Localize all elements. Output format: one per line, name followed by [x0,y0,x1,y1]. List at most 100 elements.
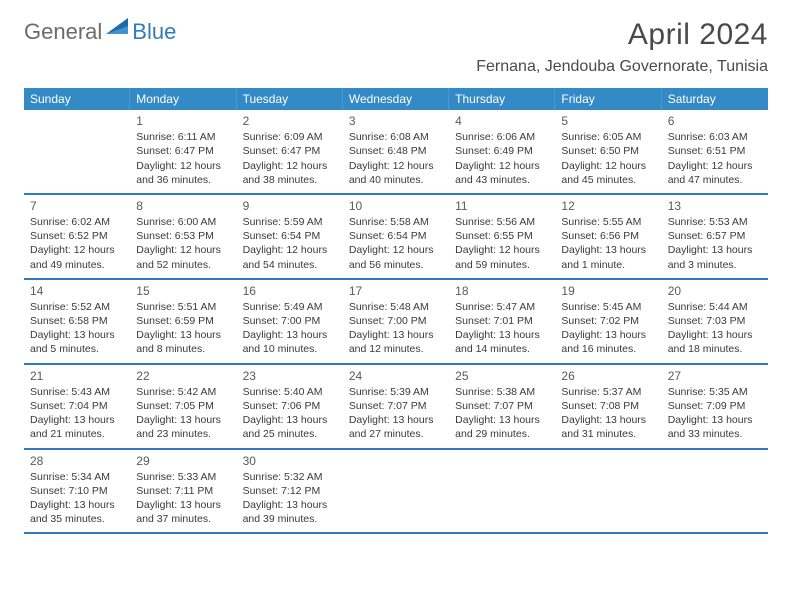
daylight-line: Daylight: 13 hours and 37 minutes. [136,498,230,526]
daylight-line: Daylight: 13 hours and 8 minutes. [136,328,230,356]
day-number: 21 [30,368,124,384]
daylight-line: Daylight: 13 hours and 3 minutes. [668,243,762,271]
day-cell-24: 24Sunrise: 5:39 AMSunset: 7:07 PMDayligh… [343,365,449,448]
sunrise-line: Sunrise: 5:39 AM [349,385,443,399]
day-cell-25: 25Sunrise: 5:38 AMSunset: 7:07 PMDayligh… [449,365,555,448]
sunset-line: Sunset: 6:54 PM [349,229,443,243]
day-number: 25 [455,368,549,384]
location-subtitle: Fernana, Jendouba Governorate, Tunisia [476,58,768,76]
sunrise-line: Sunrise: 5:42 AM [136,385,230,399]
day-number: 14 [30,283,124,299]
calendar: SundayMondayTuesdayWednesdayThursdayFrid… [24,88,768,534]
sunrise-line: Sunrise: 5:55 AM [561,215,655,229]
sunset-line: Sunset: 6:49 PM [455,144,549,158]
day-cell-10: 10Sunrise: 5:58 AMSunset: 6:54 PMDayligh… [343,195,449,278]
weeks-container: 1Sunrise: 6:11 AMSunset: 6:47 PMDaylight… [24,110,768,534]
daylight-line: Daylight: 12 hours and 56 minutes. [349,243,443,271]
daylight-line: Daylight: 12 hours and 36 minutes. [136,159,230,187]
day-number: 27 [668,368,762,384]
header-row: General Blue April 2024 Fernana, Jendoub… [24,18,768,76]
sunrise-line: Sunrise: 6:11 AM [136,130,230,144]
day-cell-30: 30Sunrise: 5:32 AMSunset: 7:12 PMDayligh… [237,450,343,533]
day-cell-8: 8Sunrise: 6:00 AMSunset: 6:53 PMDaylight… [130,195,236,278]
sunset-line: Sunset: 7:02 PM [561,314,655,328]
weekday-wednesday: Wednesday [343,88,449,110]
daylight-line: Daylight: 12 hours and 47 minutes. [668,159,762,187]
week-row: 1Sunrise: 6:11 AMSunset: 6:47 PMDaylight… [24,110,768,195]
sunrise-line: Sunrise: 5:35 AM [668,385,762,399]
day-number: 20 [668,283,762,299]
daylight-line: Daylight: 13 hours and 18 minutes. [668,328,762,356]
empty-cell [343,450,449,533]
sunset-line: Sunset: 6:48 PM [349,144,443,158]
sunset-line: Sunset: 6:53 PM [136,229,230,243]
day-cell-28: 28Sunrise: 5:34 AMSunset: 7:10 PMDayligh… [24,450,130,533]
day-cell-4: 4Sunrise: 6:06 AMSunset: 6:49 PMDaylight… [449,110,555,193]
day-number: 6 [668,113,762,129]
sunset-line: Sunset: 6:47 PM [243,144,337,158]
empty-cell [662,450,768,533]
daylight-line: Daylight: 12 hours and 49 minutes. [30,243,124,271]
day-cell-1: 1Sunrise: 6:11 AMSunset: 6:47 PMDaylight… [130,110,236,193]
day-number: 26 [561,368,655,384]
sunrise-line: Sunrise: 6:00 AM [136,215,230,229]
daylight-line: Daylight: 12 hours and 52 minutes. [136,243,230,271]
day-cell-12: 12Sunrise: 5:55 AMSunset: 6:56 PMDayligh… [555,195,661,278]
sunrise-line: Sunrise: 5:56 AM [455,215,549,229]
day-number: 13 [668,198,762,214]
sunrise-line: Sunrise: 5:58 AM [349,215,443,229]
weekday-tuesday: Tuesday [237,88,343,110]
sunrise-line: Sunrise: 5:52 AM [30,300,124,314]
sunset-line: Sunset: 6:54 PM [243,229,337,243]
weekday-saturday: Saturday [662,88,768,110]
brand-logo: General Blue [24,18,176,46]
daylight-line: Daylight: 12 hours and 45 minutes. [561,159,655,187]
daylight-line: Daylight: 13 hours and 21 minutes. [30,413,124,441]
sunset-line: Sunset: 6:59 PM [136,314,230,328]
day-cell-6: 6Sunrise: 6:03 AMSunset: 6:51 PMDaylight… [662,110,768,193]
sunset-line: Sunset: 6:55 PM [455,229,549,243]
sunrise-line: Sunrise: 5:43 AM [30,385,124,399]
daylight-line: Daylight: 13 hours and 35 minutes. [30,498,124,526]
sunset-line: Sunset: 7:05 PM [136,399,230,413]
daylight-line: Daylight: 12 hours and 43 minutes. [455,159,549,187]
sunrise-line: Sunrise: 6:09 AM [243,130,337,144]
day-cell-26: 26Sunrise: 5:37 AMSunset: 7:08 PMDayligh… [555,365,661,448]
month-title: April 2024 [476,18,768,52]
day-number: 5 [561,113,655,129]
empty-cell [555,450,661,533]
sunrise-line: Sunrise: 6:03 AM [668,130,762,144]
day-cell-27: 27Sunrise: 5:35 AMSunset: 7:09 PMDayligh… [662,365,768,448]
day-cell-19: 19Sunrise: 5:45 AMSunset: 7:02 PMDayligh… [555,280,661,363]
sunset-line: Sunset: 7:00 PM [349,314,443,328]
daylight-line: Daylight: 12 hours and 38 minutes. [243,159,337,187]
day-cell-16: 16Sunrise: 5:49 AMSunset: 7:00 PMDayligh… [237,280,343,363]
day-number: 23 [243,368,337,384]
empty-cell [449,450,555,533]
sunrise-line: Sunrise: 5:34 AM [30,470,124,484]
sunset-line: Sunset: 7:01 PM [455,314,549,328]
sunset-line: Sunset: 7:11 PM [136,484,230,498]
daylight-line: Daylight: 13 hours and 5 minutes. [30,328,124,356]
day-number: 22 [136,368,230,384]
daylight-line: Daylight: 13 hours and 1 minute. [561,243,655,271]
day-cell-3: 3Sunrise: 6:08 AMSunset: 6:48 PMDaylight… [343,110,449,193]
day-number: 3 [349,113,443,129]
day-number: 18 [455,283,549,299]
sunset-line: Sunset: 7:03 PM [668,314,762,328]
daylight-line: Daylight: 13 hours and 16 minutes. [561,328,655,356]
sunset-line: Sunset: 7:00 PM [243,314,337,328]
title-block: April 2024 Fernana, Jendouba Governorate… [476,18,768,76]
sunset-line: Sunset: 7:04 PM [30,399,124,413]
sunrise-line: Sunrise: 6:02 AM [30,215,124,229]
sunset-line: Sunset: 6:57 PM [668,229,762,243]
sunrise-line: Sunrise: 6:05 AM [561,130,655,144]
day-number: 2 [243,113,337,129]
day-cell-9: 9Sunrise: 5:59 AMSunset: 6:54 PMDaylight… [237,195,343,278]
day-number: 29 [136,453,230,469]
day-cell-18: 18Sunrise: 5:47 AMSunset: 7:01 PMDayligh… [449,280,555,363]
sunset-line: Sunset: 6:56 PM [561,229,655,243]
empty-cell [24,110,130,193]
day-cell-20: 20Sunrise: 5:44 AMSunset: 7:03 PMDayligh… [662,280,768,363]
day-cell-21: 21Sunrise: 5:43 AMSunset: 7:04 PMDayligh… [24,365,130,448]
